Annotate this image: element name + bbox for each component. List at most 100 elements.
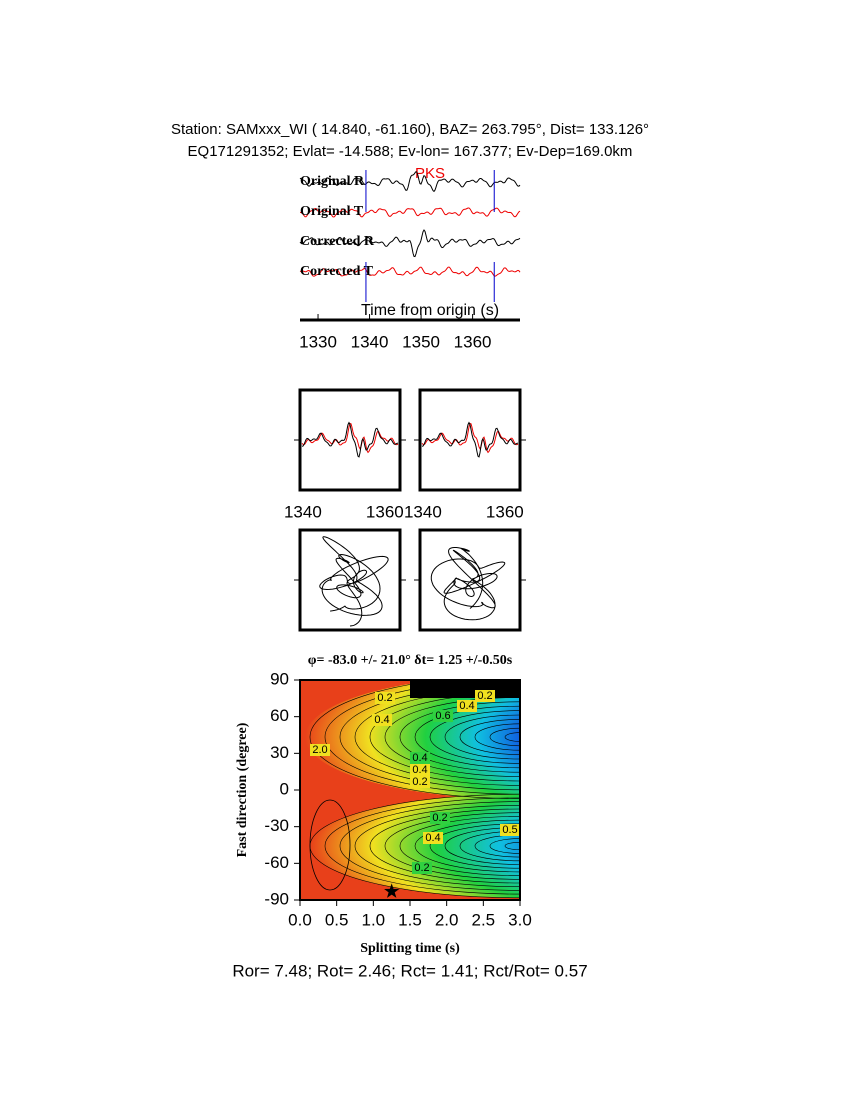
best-fit-star: [384, 883, 400, 898]
x-tick-label: 1340: [351, 332, 389, 351]
contour-line: [429, 823, 520, 869]
contour-label-box: [430, 812, 450, 824]
x-tick-label: 1330: [299, 332, 337, 351]
plot-frame: [418, 388, 522, 492]
x-axis-label: Time from origin (s): [361, 302, 499, 319]
contour-label-box: [310, 744, 330, 756]
contour-line: [309, 680, 520, 799]
x-tick-label: 1360: [454, 332, 492, 351]
header-line: Station: SAMxxx_WI ( 14.840, -61.160), B…: [171, 121, 649, 138]
contour-line: [444, 714, 520, 760]
contour-line: [354, 688, 520, 786]
contour-label-box: [410, 776, 430, 788]
contour-line: [429, 710, 520, 764]
contour-label: 0.4: [412, 752, 427, 764]
contour-label-box: [475, 690, 495, 702]
contour-line: [354, 805, 520, 887]
contour-line: [489, 838, 520, 854]
contour-line: [384, 697, 520, 777]
contour-label-box: [433, 710, 453, 722]
trace-label: Corrected T: [300, 264, 374, 279]
contour-label: 0.2: [377, 692, 392, 704]
contour-line: [399, 816, 520, 876]
waveform: [421, 421, 519, 458]
contour-label: 0.5: [502, 824, 517, 836]
x-tick-label: 0.5: [325, 910, 349, 929]
contour-label-box: [500, 824, 520, 836]
y-tick-label: -60: [264, 853, 289, 872]
waveform: [299, 171, 521, 193]
x-tick-label: 1340: [284, 502, 322, 521]
plot-frame: [298, 528, 402, 632]
x-tick-label: 0.0: [288, 910, 312, 929]
contour-line: [489, 727, 520, 747]
contour-label-box: [412, 862, 432, 874]
y-tick-label: -90: [264, 889, 289, 908]
contour-label: 0.6: [435, 710, 450, 722]
contour-line: [414, 819, 520, 873]
x-tick-label: 2.5: [472, 910, 496, 929]
trace-label: Original T: [300, 204, 364, 219]
contour-line: [504, 732, 520, 742]
y-axis-label: Fast direction (degree): [235, 722, 250, 857]
trace-label: Original R: [300, 174, 365, 189]
contour-label: 0.4: [425, 832, 440, 844]
trace-label: Corrected R: [300, 234, 375, 249]
grid-title: φ= -83.0 +/- 21.0° δt= 1.25 +/-0.50s: [308, 653, 513, 668]
contour-label: 0.4: [412, 764, 427, 776]
waveform: [299, 229, 521, 258]
y-tick-label: 60: [270, 706, 289, 725]
contour-line: [459, 830, 520, 862]
contour-line: [459, 719, 520, 755]
contour-line: [399, 701, 520, 773]
y-tick-label: -30: [264, 816, 289, 835]
x-tick-label: 2.0: [435, 910, 459, 929]
contour-label-box: [410, 752, 430, 764]
waveform: [301, 422, 399, 454]
particle-path: [430, 547, 506, 621]
x-tick-label: 3.0: [508, 910, 532, 929]
phase-label: PKS: [415, 165, 445, 182]
contour-label: 0.4: [374, 714, 389, 726]
waveform: [301, 421, 399, 458]
contour-line: [369, 692, 520, 782]
contour-line: [369, 808, 520, 884]
contour-line: [504, 842, 520, 850]
footer: Ror= 7.48; Rot= 2.46; Rct= 1.41; Rct/Rot…: [232, 961, 587, 980]
y-tick-label: 0: [280, 779, 289, 798]
contour-label: 0.2: [432, 812, 447, 824]
contour-label: 0.2: [414, 862, 429, 874]
contour-label-box: [410, 764, 430, 776]
contour-label: 0.4: [459, 700, 474, 712]
contour-line: [414, 705, 520, 769]
contour-line: [339, 683, 520, 791]
contour-label: 0.2: [477, 690, 492, 702]
contour-line: [444, 827, 520, 865]
waveform: [300, 207, 521, 218]
y-tick-label: 90: [270, 669, 289, 688]
contour-label-box: [457, 700, 477, 712]
plot-frame: [418, 528, 522, 632]
particle-path: [319, 536, 389, 627]
x-tick-label: 1350: [402, 332, 440, 351]
contour-line: [339, 801, 520, 891]
x-tick-label: 1.5: [398, 910, 422, 929]
header-line: EQ171291352; Evlat= -14.588; Ev-lon= 167…: [188, 143, 633, 160]
contour-line: [324, 797, 520, 895]
contour-line: [309, 799, 351, 891]
waveform: [299, 266, 521, 277]
waveform: [421, 422, 519, 454]
x-tick-label: 1360: [486, 502, 524, 521]
contour-label-box: [375, 692, 395, 704]
contour-label-box: [423, 832, 443, 844]
contour-label: 2.0: [312, 744, 327, 756]
x-tick-label: 1340: [404, 502, 442, 521]
contour-line: [384, 812, 520, 880]
contour-line: [324, 680, 520, 795]
plot-frame: [298, 388, 402, 492]
contour-map: 0.20.4 0.60.40.20.40.40.20.20.40.50.22.0: [300, 680, 520, 900]
contour-line: [474, 834, 520, 858]
x-tick-label: 1360: [366, 502, 404, 521]
contour-line: [474, 723, 520, 751]
